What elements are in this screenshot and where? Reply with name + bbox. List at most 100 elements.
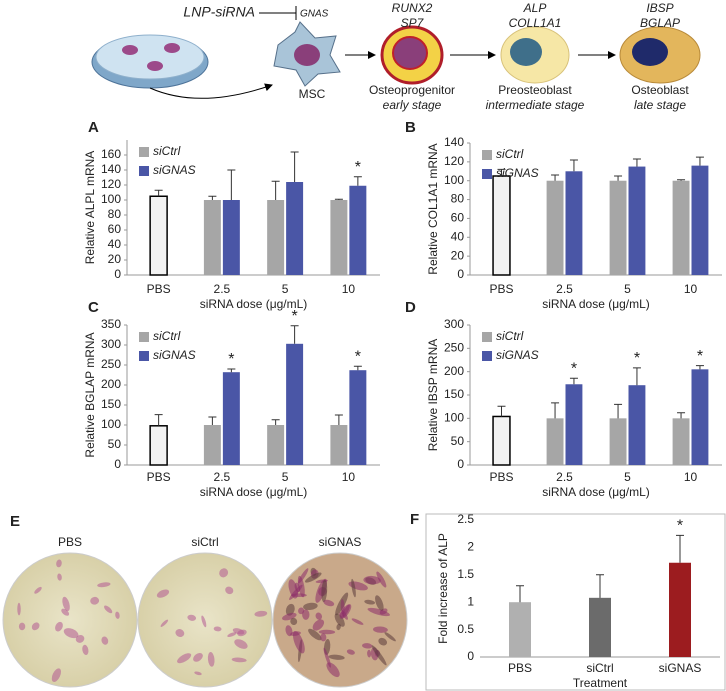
nucleus — [392, 36, 428, 70]
stage-name: Osteoblast — [631, 83, 689, 97]
y-tick-label: 120 — [101, 177, 121, 191]
y-tick-label: 80 — [108, 207, 122, 221]
y-tick-label: 140 — [444, 135, 464, 149]
y-tick-label: 200 — [101, 377, 121, 391]
y-tick-label: 60 — [108, 222, 122, 236]
bar — [628, 385, 646, 465]
petri-dish-inner — [95, 34, 205, 80]
marker-label: IBSP — [646, 1, 673, 15]
x-tick-label: 5 — [282, 470, 289, 484]
bar — [349, 185, 367, 275]
bar — [222, 372, 240, 465]
legend-swatch — [139, 166, 149, 176]
legend-label: siCtrl — [153, 144, 181, 158]
y-tick-label: 2 — [467, 540, 474, 554]
error-bar — [290, 325, 299, 344]
y-tick-label: 50 — [108, 437, 122, 451]
bar — [330, 425, 348, 465]
error-bar — [632, 158, 641, 167]
stain-spot — [320, 633, 327, 642]
legend-swatch — [139, 147, 149, 157]
x-axis-label: siRNA dose (μg/mL) — [200, 297, 308, 311]
stain-spot — [17, 602, 21, 616]
stage-name: Preosteoblast — [498, 83, 572, 97]
significance: * — [355, 348, 361, 365]
x-axis-label: siRNA dose (μg/mL) — [200, 485, 308, 499]
bar — [672, 180, 690, 275]
stain-spot — [160, 619, 169, 627]
panel-letter: F — [410, 511, 419, 528]
y-tick-label: 0 — [114, 457, 121, 471]
panel-letter: E — [10, 513, 20, 530]
stain-spot — [298, 568, 309, 584]
bar — [492, 175, 511, 276]
cell — [122, 45, 138, 55]
error-bar — [497, 168, 506, 176]
significance: * — [634, 350, 640, 367]
y-axis-label: Relative COL1A1 mRNA — [426, 143, 440, 274]
nucleus — [510, 38, 542, 66]
y-tick-label: 2.5 — [457, 512, 474, 526]
stain-spot — [304, 572, 322, 583]
stain-spot — [101, 636, 109, 645]
y-tick-label: 100 — [101, 192, 121, 206]
y-axis-label: Relative BGLAP mRNA — [83, 332, 97, 457]
legend-swatch — [139, 351, 149, 361]
cell-label: MSC — [299, 87, 326, 101]
stain-spot — [303, 602, 318, 610]
stain-spot — [364, 599, 376, 605]
error-bar — [154, 414, 163, 426]
image-label: PBS — [58, 535, 82, 549]
stain-spot — [318, 629, 336, 635]
error-bar — [271, 419, 280, 425]
error-bar — [334, 414, 343, 425]
bar — [286, 343, 304, 465]
stain-spot — [63, 628, 79, 639]
x-axis-label: siRNA dose (μg/mL) — [542, 485, 650, 499]
x-tick-label: 10 — [342, 282, 356, 296]
stain-spot — [334, 613, 345, 627]
bar — [546, 180, 564, 275]
stain-spot — [213, 626, 222, 632]
legend-label: siGNAS — [153, 348, 196, 362]
y-tick-label: 50 — [451, 434, 465, 448]
bar — [691, 165, 709, 275]
error-bar — [614, 175, 623, 181]
legend-swatch — [139, 332, 149, 342]
x-tick-label: siCtrl — [586, 661, 613, 675]
error-bar — [676, 534, 684, 563]
y-axis-label: Relative IBSP mRNA — [426, 339, 440, 451]
x-tick-label: PBS — [508, 661, 532, 675]
error-bar — [516, 585, 524, 603]
x-tick-label: 2.5 — [556, 470, 573, 484]
stain-spot — [104, 605, 113, 614]
y-tick-label: 300 — [101, 337, 121, 351]
stain-spot — [285, 603, 295, 616]
legend-swatch — [482, 169, 492, 179]
y-tick-label: 0 — [457, 457, 464, 471]
x-tick-label: 10 — [342, 470, 356, 484]
legend-label: siCtrl — [496, 147, 524, 161]
stain-spot — [362, 643, 373, 649]
stain-spot — [193, 652, 203, 662]
y-tick-label: 160 — [101, 147, 121, 161]
bar — [203, 425, 221, 465]
bar — [267, 200, 285, 275]
stain-spot — [254, 610, 268, 617]
y-axis-label: Fold increase of ALP — [436, 533, 450, 644]
stain-spot — [351, 578, 356, 598]
y-tick-label: 100 — [444, 173, 464, 187]
error-bar — [334, 198, 343, 200]
error-bar — [596, 574, 604, 598]
significance: * — [571, 360, 577, 377]
y-tick-label: 80 — [451, 192, 465, 206]
stain-spot — [207, 652, 215, 667]
bar — [565, 384, 583, 465]
x-tick-label: 2.5 — [556, 282, 573, 296]
marker-label: ALP — [523, 1, 547, 15]
stain-spot — [290, 617, 298, 626]
cell — [164, 43, 180, 53]
x-tick-label: PBS — [147, 470, 171, 484]
panel-letter: A — [88, 119, 99, 136]
